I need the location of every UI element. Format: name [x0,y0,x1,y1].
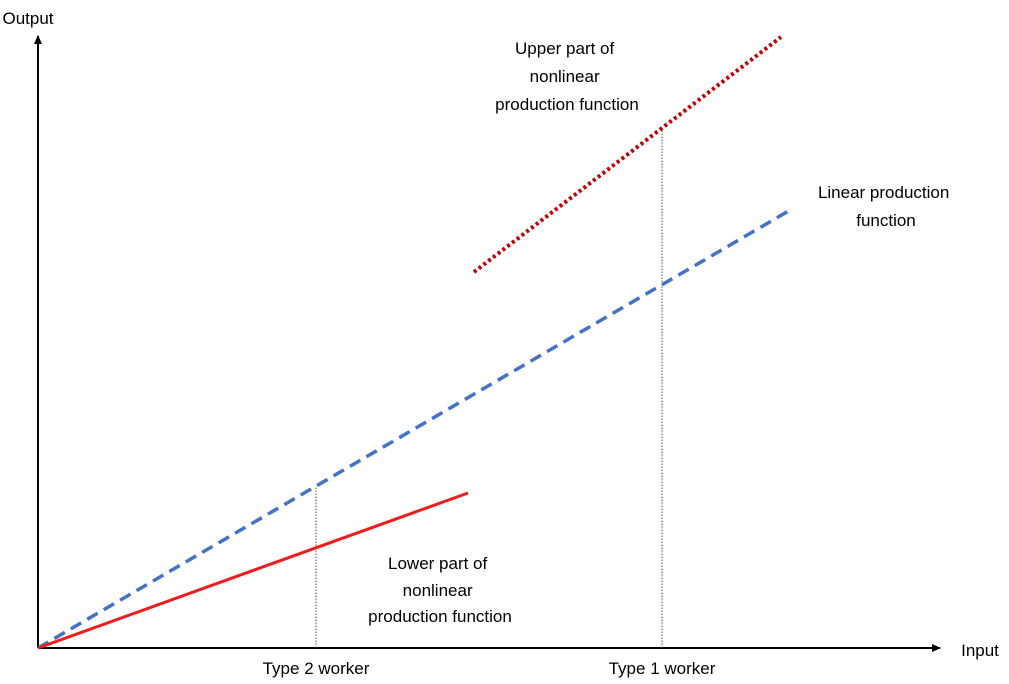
lower-nonlinear [37,491,469,650]
lower-label: Lower part of nonlinear production funct… [368,554,512,626]
label-line: Linear production [818,183,949,202]
label-line: production function [368,607,512,626]
x-axis-label: Input [961,641,999,660]
label-line: nonlinear [530,67,600,86]
label-line: Upper part of [515,39,614,58]
linear-function [37,207,793,650]
upper-label: Upper part of nonlinear production funct… [495,39,639,114]
label-line: Lower part of [388,554,487,573]
label-line: function [856,211,916,230]
y-axis-label: Output [2,9,53,28]
worker-label: Type 2 worker [263,659,370,678]
label-line: production function [495,95,639,114]
worker-label: Type 1 worker [609,659,716,678]
upper-nonlinear [472,35,783,274]
linear-label: Linear production function [818,183,954,230]
label-line: nonlinear [403,581,473,600]
